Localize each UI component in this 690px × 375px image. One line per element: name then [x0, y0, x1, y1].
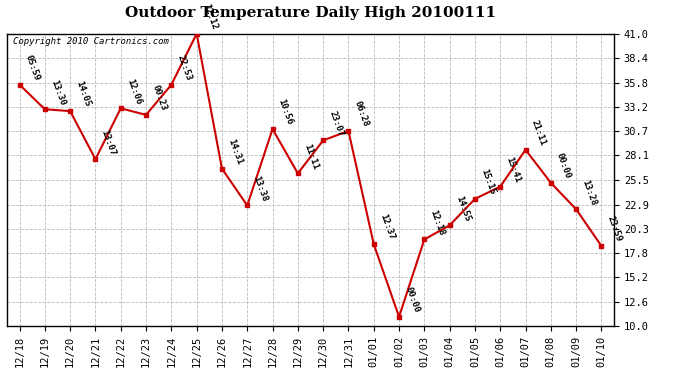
Text: Outdoor Temperature Daily High 20100111: Outdoor Temperature Daily High 20100111: [125, 6, 496, 20]
Text: Copyright 2010 Cartronics.com: Copyright 2010 Cartronics.com: [13, 37, 169, 46]
Text: 13:30: 13:30: [49, 78, 67, 106]
Text: 14:55: 14:55: [454, 194, 471, 222]
Text: 13:28: 13:28: [580, 178, 598, 207]
Text: 10:56: 10:56: [277, 98, 295, 126]
Text: 12:06: 12:06: [125, 77, 143, 105]
Text: 12:12: 12:12: [201, 3, 219, 31]
Text: 06:28: 06:28: [353, 100, 371, 128]
Text: 23:59: 23:59: [606, 215, 623, 243]
Text: 13:38: 13:38: [251, 174, 269, 203]
Text: 12:18: 12:18: [428, 209, 446, 237]
Text: 13:07: 13:07: [99, 128, 117, 156]
Text: 00:00: 00:00: [555, 152, 573, 180]
Text: 12:37: 12:37: [378, 213, 395, 242]
Text: 22:53: 22:53: [175, 54, 193, 82]
Text: 11:11: 11:11: [302, 142, 319, 171]
Text: 00:23: 00:23: [150, 84, 168, 112]
Text: 21:11: 21:11: [530, 119, 547, 147]
Text: 14:31: 14:31: [226, 138, 244, 166]
Text: 15:15: 15:15: [479, 168, 497, 196]
Text: 23:07: 23:07: [327, 109, 345, 138]
Text: 14:05: 14:05: [75, 80, 92, 108]
Text: 00:00: 00:00: [403, 286, 421, 314]
Text: 15:41: 15:41: [504, 156, 522, 184]
Text: 05:59: 05:59: [23, 54, 41, 82]
